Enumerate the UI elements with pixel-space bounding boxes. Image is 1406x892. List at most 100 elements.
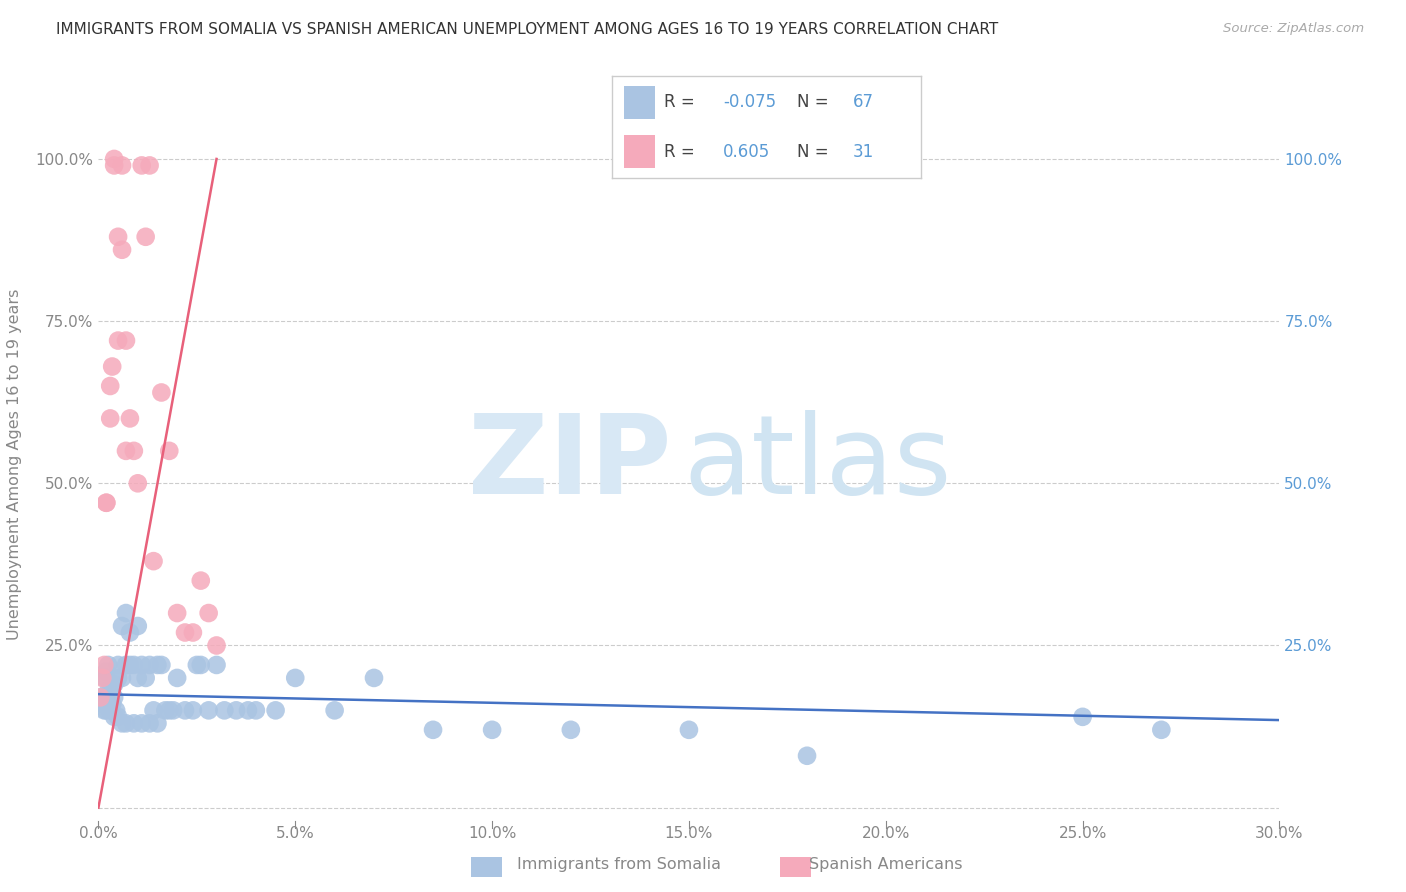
Point bbox=[157, 703, 180, 717]
Point bbox=[122, 443, 145, 458]
Point bbox=[131, 657, 153, 672]
Point bbox=[91, 671, 114, 685]
Point bbox=[89, 690, 111, 705]
Point bbox=[96, 496, 118, 510]
Point bbox=[131, 158, 153, 172]
Point bbox=[481, 723, 503, 737]
Point bbox=[138, 657, 160, 672]
Point bbox=[150, 657, 173, 672]
Point bbox=[142, 554, 165, 568]
Point bbox=[91, 697, 114, 711]
Point bbox=[181, 625, 204, 640]
Point bbox=[1071, 710, 1094, 724]
Point bbox=[127, 671, 149, 685]
Point bbox=[111, 619, 134, 633]
Point bbox=[1150, 723, 1173, 737]
Point bbox=[93, 671, 115, 685]
Point bbox=[115, 334, 138, 348]
Point bbox=[135, 671, 157, 685]
Point bbox=[138, 158, 160, 172]
Text: 67: 67 bbox=[853, 94, 875, 112]
Point bbox=[96, 671, 118, 685]
Point bbox=[98, 379, 121, 393]
Point bbox=[127, 619, 149, 633]
Point bbox=[166, 671, 188, 685]
Point bbox=[89, 690, 111, 705]
Point bbox=[560, 723, 582, 737]
Point bbox=[422, 723, 444, 737]
Point bbox=[98, 411, 121, 425]
Point bbox=[101, 359, 124, 374]
Point bbox=[678, 723, 700, 737]
Point bbox=[363, 671, 385, 685]
Point bbox=[111, 671, 134, 685]
Point bbox=[131, 716, 153, 731]
Point bbox=[155, 703, 177, 717]
Point bbox=[118, 625, 141, 640]
Point bbox=[103, 710, 125, 724]
Point bbox=[96, 703, 118, 717]
Point bbox=[264, 703, 287, 717]
Text: Spanish Americans: Spanish Americans bbox=[808, 857, 963, 872]
Text: R =: R = bbox=[664, 143, 695, 161]
Point bbox=[138, 716, 160, 731]
Text: ZIP: ZIP bbox=[468, 410, 671, 517]
Y-axis label: Unemployment Among Ages 16 to 19 years: Unemployment Among Ages 16 to 19 years bbox=[7, 288, 21, 640]
Point bbox=[118, 657, 141, 672]
Point bbox=[107, 657, 129, 672]
Point bbox=[96, 496, 118, 510]
Text: Immigrants from Somalia: Immigrants from Somalia bbox=[516, 857, 721, 872]
Text: atlas: atlas bbox=[683, 410, 952, 517]
Point bbox=[186, 657, 208, 672]
Text: 0.605: 0.605 bbox=[723, 143, 770, 161]
Point bbox=[181, 703, 204, 717]
Point bbox=[97, 657, 120, 672]
Point bbox=[93, 657, 115, 672]
Text: IMMIGRANTS FROM SOMALIA VS SPANISH AMERICAN UNEMPLOYMENT AMONG AGES 16 TO 19 YEA: IMMIGRANTS FROM SOMALIA VS SPANISH AMERI… bbox=[56, 22, 998, 37]
Point bbox=[122, 657, 145, 672]
Text: N =: N = bbox=[797, 94, 828, 112]
Point bbox=[142, 703, 165, 717]
Point bbox=[115, 716, 138, 731]
Point bbox=[150, 385, 173, 400]
Point bbox=[190, 657, 212, 672]
Point bbox=[197, 606, 219, 620]
Point bbox=[197, 703, 219, 717]
Point bbox=[323, 703, 346, 717]
Point bbox=[96, 665, 118, 679]
Point bbox=[107, 710, 129, 724]
Point bbox=[166, 606, 188, 620]
Point bbox=[91, 690, 114, 705]
Point bbox=[98, 684, 121, 698]
Point bbox=[157, 443, 180, 458]
Point bbox=[135, 229, 157, 244]
Point bbox=[284, 671, 307, 685]
Point bbox=[103, 152, 125, 166]
Text: R =: R = bbox=[664, 94, 695, 112]
Point bbox=[111, 243, 134, 257]
Point bbox=[174, 703, 197, 717]
Point bbox=[118, 411, 141, 425]
Point bbox=[236, 703, 259, 717]
Text: 31: 31 bbox=[853, 143, 875, 161]
Point bbox=[205, 639, 228, 653]
Point bbox=[98, 690, 121, 705]
Point bbox=[93, 703, 115, 717]
Point bbox=[174, 625, 197, 640]
Text: N =: N = bbox=[797, 143, 828, 161]
Bar bbox=[624, 136, 655, 168]
Point bbox=[127, 476, 149, 491]
Point bbox=[115, 443, 138, 458]
Point bbox=[146, 716, 169, 731]
Point bbox=[115, 606, 138, 620]
Point bbox=[115, 657, 138, 672]
Point bbox=[105, 703, 128, 717]
Point bbox=[107, 671, 129, 685]
Point bbox=[107, 229, 129, 244]
Bar bbox=[624, 87, 655, 119]
Point bbox=[146, 657, 169, 672]
Point bbox=[103, 677, 125, 691]
Point bbox=[107, 334, 129, 348]
Point bbox=[103, 158, 125, 172]
Point bbox=[162, 703, 184, 717]
